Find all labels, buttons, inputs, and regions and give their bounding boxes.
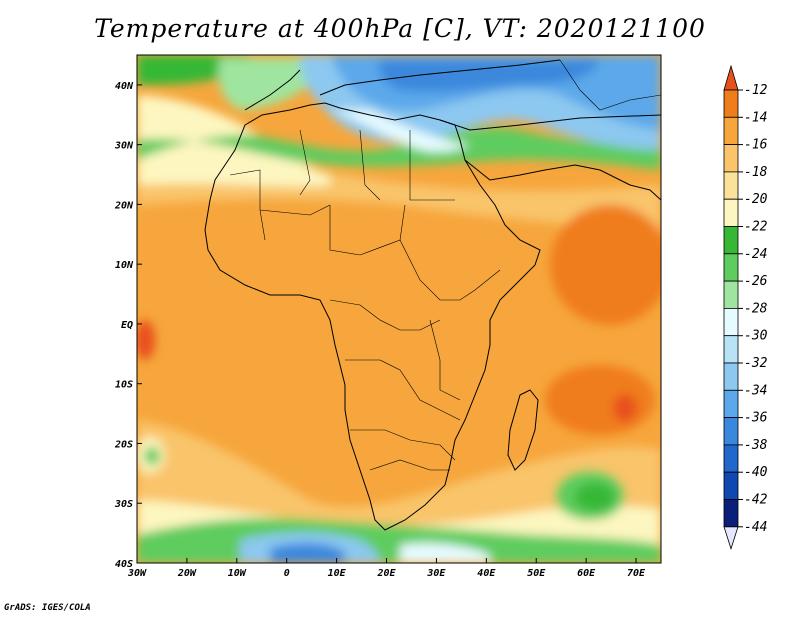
x-tick-label: 40E [477, 568, 496, 579]
colorbar-swatch [723, 226, 739, 255]
colorbar-swatch [723, 116, 739, 146]
colorbar-label: -32 [744, 356, 768, 371]
colorbar-label: -38 [744, 438, 768, 453]
y-tick-label: 30S [114, 499, 133, 510]
y-tick-label: 10N [115, 260, 134, 271]
x-tick-label: 30E [426, 568, 446, 579]
colorbar-label: -16 [744, 138, 768, 153]
y-axis: 40N 30N 20N 10N EQ 10S 20S 30S 40S [114, 81, 142, 570]
colorbar-label: -42 [744, 493, 768, 508]
colorbar-swatch [723, 335, 739, 364]
y-tick-label: 40S [115, 559, 133, 570]
y-tick-label: EQ [121, 320, 133, 331]
temperature-field [137, 55, 661, 563]
colorbar-label: -34 [744, 383, 767, 398]
y-tick-label: 10S [115, 380, 133, 391]
colorbar-label: -40 [744, 465, 768, 480]
colorbar-swatch [723, 389, 739, 418]
x-tick-label: 20E [376, 568, 396, 579]
coastlines [204, 59, 661, 531]
colorbar-swatch [723, 499, 739, 528]
colorbar-bottom-triangle [723, 526, 739, 551]
colorbar-swatch [723, 417, 739, 446]
x-tick-label: 30W [127, 568, 147, 579]
colorbar-swatch [723, 280, 739, 309]
colorbar-label: -26 [744, 274, 768, 289]
x-tick-label: 50E [527, 568, 546, 579]
colorbar-label: -44 [744, 520, 767, 535]
colorbar-swatch [723, 89, 739, 118]
colorbar-label: -14 [744, 110, 767, 125]
colorbar-label: -36 [744, 411, 768, 426]
chart-title: Temperature at 400hPa [C], VT: 202012110… [94, 14, 706, 43]
colorbar-label: -28 [744, 301, 768, 316]
y-tick-label: 30N [114, 141, 134, 152]
colorbar-label: -24 [744, 247, 767, 262]
x-tick-label: 20W [177, 568, 197, 579]
y-tick-label: 40N [115, 81, 134, 92]
y-tick-label: 20N [114, 200, 134, 211]
x-tick-label: 0 [284, 568, 290, 579]
colorbar-top-triangle [723, 64, 739, 91]
colorbar-swatch [723, 307, 739, 337]
x-tick-label: 10W [228, 568, 247, 579]
colorbar-swatch [723, 198, 739, 227]
colorbar-label: -18 [744, 165, 768, 180]
x-tick-label: 60E [577, 568, 596, 579]
colorbar-label: -12 [744, 83, 768, 98]
colorbar-label: -22 [744, 220, 768, 235]
country-borders [229, 59, 661, 471]
colorbar-label: -20 [744, 192, 768, 207]
map-frame [136, 54, 662, 564]
colorbar-swatch [723, 253, 739, 282]
x-axis: 30W 20W 10W 0 10E 20E 30E 40E 50E 60E 70E [127, 558, 646, 579]
colorbar-swatch [723, 471, 739, 500]
x-tick-label: 70E [627, 568, 646, 579]
colorbar-swatch [723, 362, 739, 391]
colorbar-swatch [723, 171, 739, 200]
colorbar: -12 -14 -16 -18 -20 -22 -24 -26 -28 -30 -32 -34 -36 -… [723, 64, 768, 551]
y-tick-label: 20S [114, 439, 133, 450]
grads-credit: GrADS: IGES/COLA [4, 603, 91, 613]
colorbar-label: -30 [744, 329, 768, 344]
colorbar-swatch [723, 144, 739, 173]
colorbar-swatch [723, 444, 739, 473]
x-tick-label: 10E [328, 568, 347, 579]
